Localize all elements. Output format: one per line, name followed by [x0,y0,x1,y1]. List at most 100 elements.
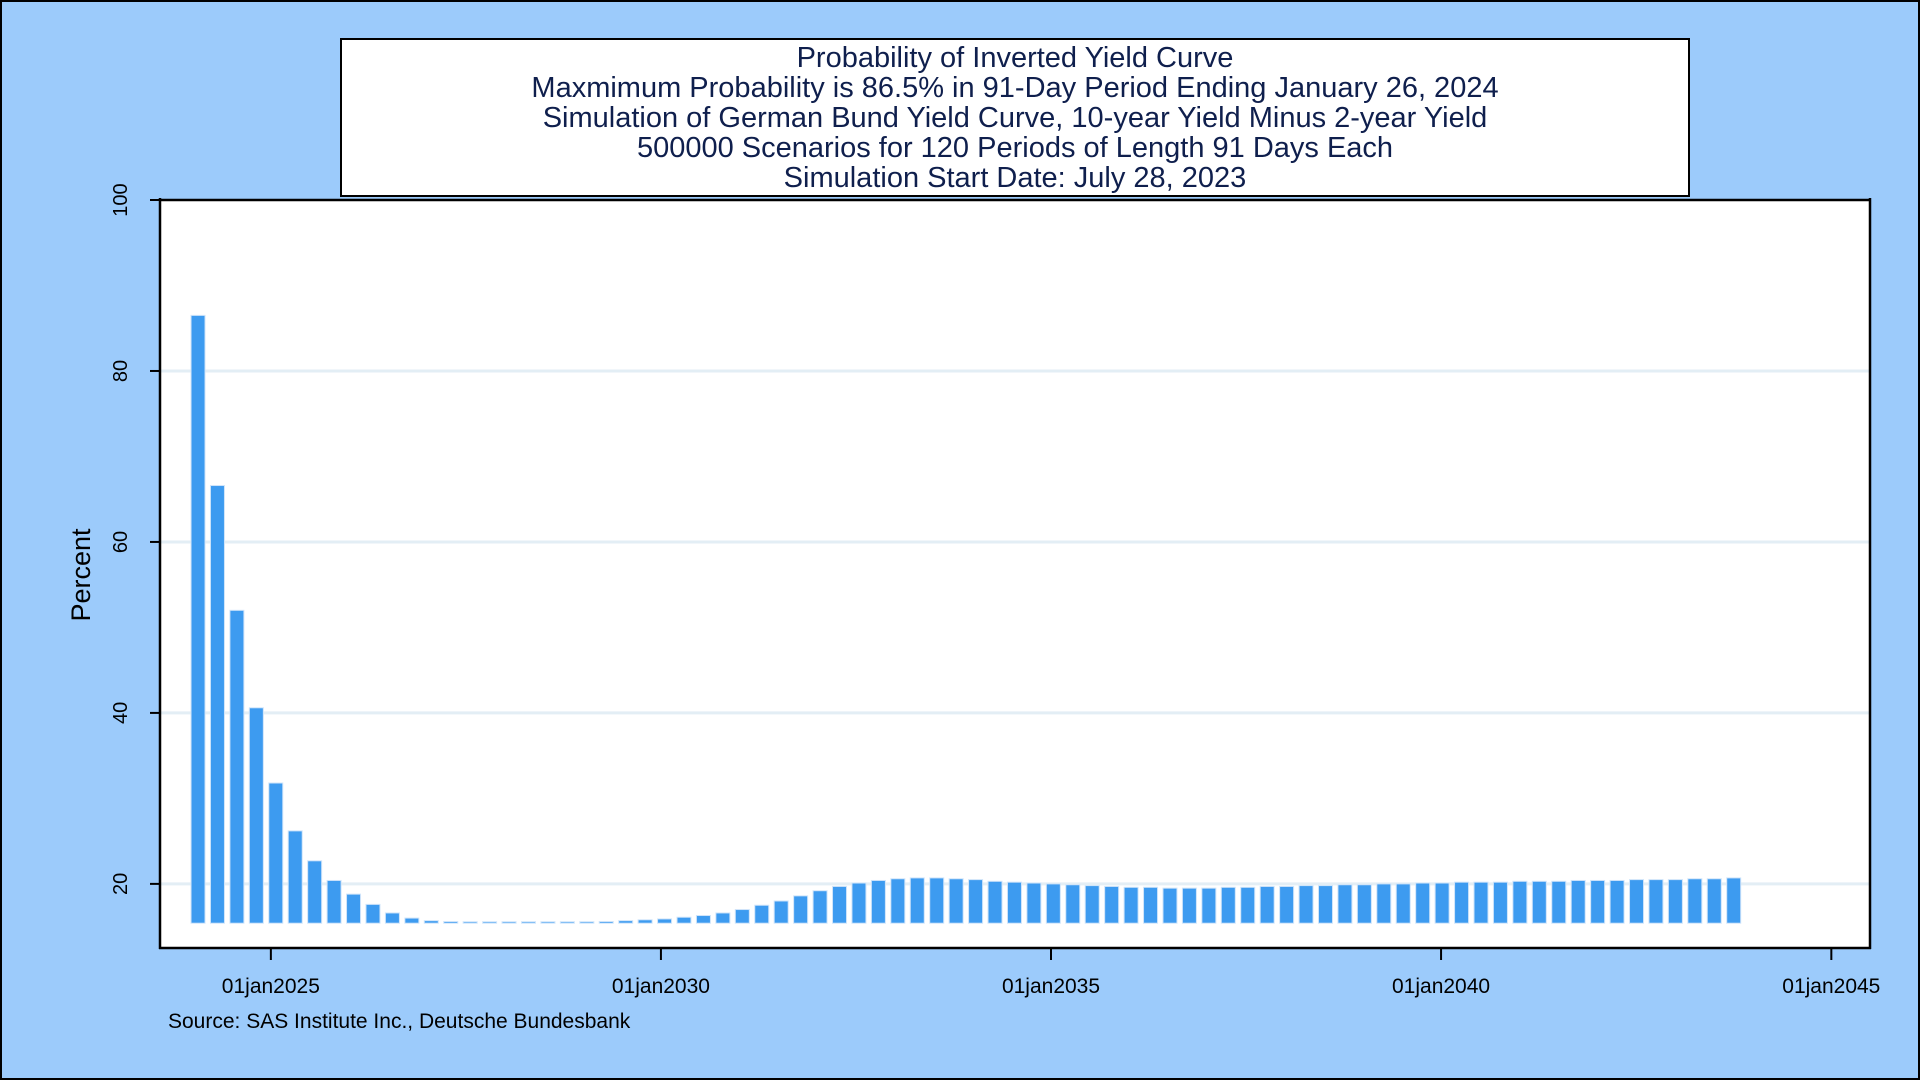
bar [1492,881,1508,924]
bar [384,912,400,924]
bar [1648,879,1664,924]
bar [1473,881,1489,924]
x-tick-label: 01jan2025 [222,975,320,998]
bar [657,918,673,924]
bar [851,882,867,924]
bar [1512,880,1528,924]
bar [890,878,906,924]
bar [773,900,789,924]
bar [443,920,459,924]
bar [482,921,498,924]
bar [365,903,381,924]
bar [987,880,1003,924]
bar [1065,884,1081,924]
bar-layer [190,314,1742,924]
chart-subtitle-scenarios: 500000 Scenarios for 120 Periods of Leng… [636,131,1394,164]
chart-title-box: Probability of Inverted Yield Curve Maxm… [340,38,1690,197]
bar [870,879,886,924]
bar [423,920,439,924]
grid-layer [160,369,1870,886]
bar [1434,882,1450,924]
y-tick-label: 80 [110,360,132,382]
bar [1220,886,1236,924]
bar [404,917,420,924]
bar [1551,880,1567,924]
bar [1240,886,1256,924]
bar [1104,885,1120,924]
bar [209,485,225,924]
bar [968,879,984,924]
bar [909,877,925,924]
x-tick-label: 01jan2035 [1002,975,1100,998]
bar [1317,885,1333,924]
bar [754,904,770,924]
y-tick-label: 20 [110,873,132,895]
bar [287,830,303,924]
bar [346,893,362,924]
chart-title: Probability of Inverted Yield Curve [796,41,1234,74]
chart-subtitle-sim: Simulation of German Bund Yield Curve, 1… [542,101,1488,134]
bar [832,885,848,924]
x-tick-label: 01jan2045 [1782,975,1880,998]
bar [1045,883,1061,924]
bar [540,921,556,924]
bar [1570,879,1586,924]
bar [1084,885,1100,924]
bar [1279,885,1295,924]
bar [229,609,245,924]
bar [1201,887,1217,924]
plot-area [160,200,1870,948]
x-tick-label: 01jan2040 [1392,975,1490,998]
bar [1026,882,1042,924]
bar [559,921,575,924]
bar [1531,880,1547,924]
bar [637,919,653,924]
bar [501,921,517,924]
bar [462,921,478,924]
y-tick-label: 100 [110,183,132,216]
bar [190,314,206,924]
bar [1609,879,1625,924]
bar [1356,884,1372,924]
bar [1123,886,1139,924]
bar [520,921,536,924]
bar [676,916,692,924]
bar [1376,883,1392,924]
bar [1590,879,1606,924]
bar [1143,886,1159,924]
x-tick-label: 01jan2030 [612,975,710,998]
bar [1298,885,1314,924]
bar [618,920,634,924]
bar [734,909,750,924]
bar [1454,881,1470,924]
bar [1726,877,1742,924]
bar [1706,878,1722,924]
bar [929,877,945,924]
bar [1337,884,1353,924]
bar [812,890,828,924]
bar [307,860,323,924]
bar [268,782,284,924]
bar [326,879,342,924]
bar [248,707,264,924]
y-tick-label: 60 [110,531,132,553]
bar [1395,883,1411,924]
y-tick-label: 40 [110,702,132,724]
bar [948,878,964,924]
bar [1181,887,1197,924]
bar [1667,879,1683,924]
bar [1006,881,1022,924]
chart-subtitle-start: Simulation Start Date: July 28, 2023 [783,161,1247,194]
bar [579,921,595,924]
bar [715,912,731,924]
bar [598,920,614,924]
y-axis-title: Percent [66,528,96,622]
bar [1687,878,1703,924]
bar [1259,885,1275,924]
bar [1162,887,1178,924]
source-note: Source: SAS Institute Inc., Deutsche Bun… [168,1010,631,1033]
bar [1415,882,1431,924]
bar [793,895,809,924]
bar [1629,879,1645,924]
